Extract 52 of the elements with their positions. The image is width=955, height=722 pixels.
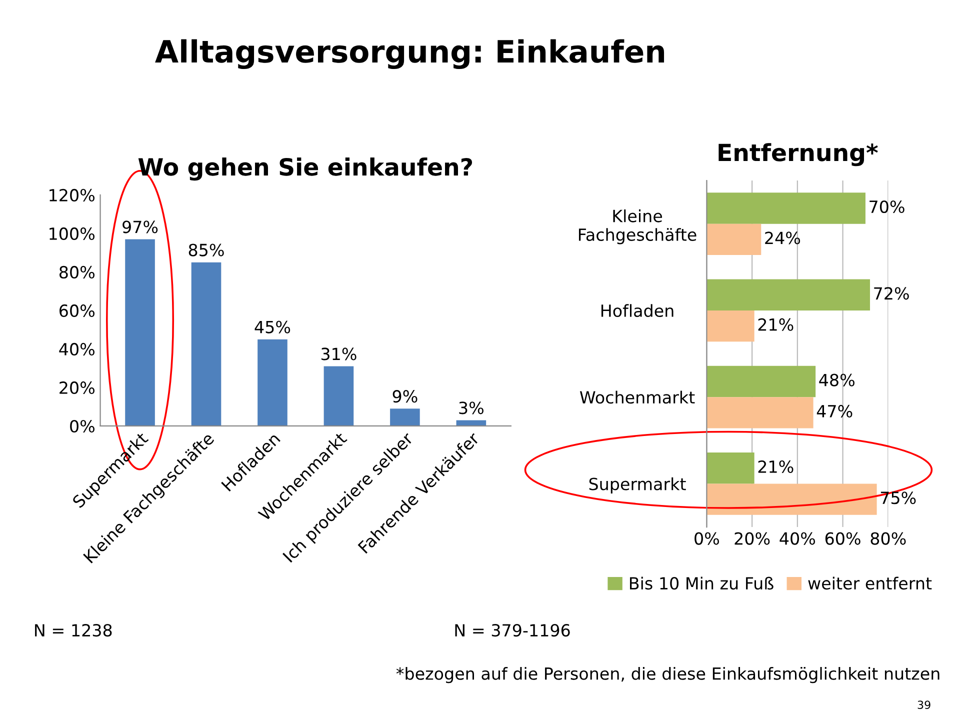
data-label: 75%: [880, 492, 916, 504]
y-tick-label: 100%: [50, 227, 94, 240]
text: N = 379-1196: [455, 624, 570, 637]
y-tick-label: 120%: [50, 188, 94, 202]
text: N = 1238: [35, 624, 112, 637]
data-label: 47%: [816, 404, 852, 418]
x-tick-label: 0%: [694, 532, 719, 545]
data-label: 97%: [122, 220, 158, 234]
data-label: 9%: [392, 390, 418, 403]
data-label: 72%: [874, 287, 909, 300]
y-tick-label: Hofladen: [601, 304, 674, 318]
bar: [390, 408, 420, 426]
data-label: 45%: [254, 320, 290, 334]
text: *bezogen auf die Personen, die diese Einkaufsmöglichkeit nutzen: [396, 667, 940, 684]
y-tick-label: 20%: [60, 381, 94, 394]
bar: [706, 484, 877, 515]
data-label: 21%: [758, 318, 794, 331]
bar: [324, 366, 354, 426]
chart-title: Wo gehen Sie einkaufen?: [138, 158, 472, 181]
data-label: 24%: [765, 232, 800, 244]
x-tick-label: 20%: [734, 532, 770, 545]
y-tick-label: 80%: [60, 266, 94, 279]
bar: [706, 310, 754, 342]
legend-label: weiter entfernt: [808, 576, 932, 590]
data-label: 3%: [459, 402, 484, 414]
bar: [706, 279, 870, 310]
y-tick-label: Wochenmarkt: [580, 390, 695, 404]
y-tick-label: 0%: [70, 420, 94, 433]
text: Alltagsversorgung: Einkaufen: [155, 39, 664, 70]
y-tick-label: 40%: [59, 342, 94, 356]
bar: [706, 224, 762, 256]
data-label: 21%: [758, 460, 794, 473]
text: 39: [918, 700, 930, 710]
data-label: 31%: [321, 348, 356, 360]
x-tick-label: 40%: [780, 532, 816, 545]
y-tick-label: Kleine Fachgeschäfte: [578, 209, 696, 244]
bar: [125, 239, 155, 426]
bar: [191, 262, 222, 426]
data-label: 70%: [870, 200, 904, 214]
data-label: 85%: [188, 244, 224, 256]
bar: [706, 192, 866, 224]
bar: [706, 452, 754, 484]
data-label: 48%: [819, 374, 854, 386]
x-tick-label: 80%: [870, 532, 906, 545]
y-tick-label: 60%: [60, 304, 94, 318]
bar: [456, 420, 486, 426]
legend-label: Bis 10 Min zu Fuß: [630, 576, 774, 590]
x-tick-label: 60%: [825, 532, 860, 545]
bar: [258, 339, 288, 426]
bar: [706, 397, 814, 428]
bar: [706, 366, 816, 398]
chart-title: Entfernung*: [718, 143, 878, 166]
